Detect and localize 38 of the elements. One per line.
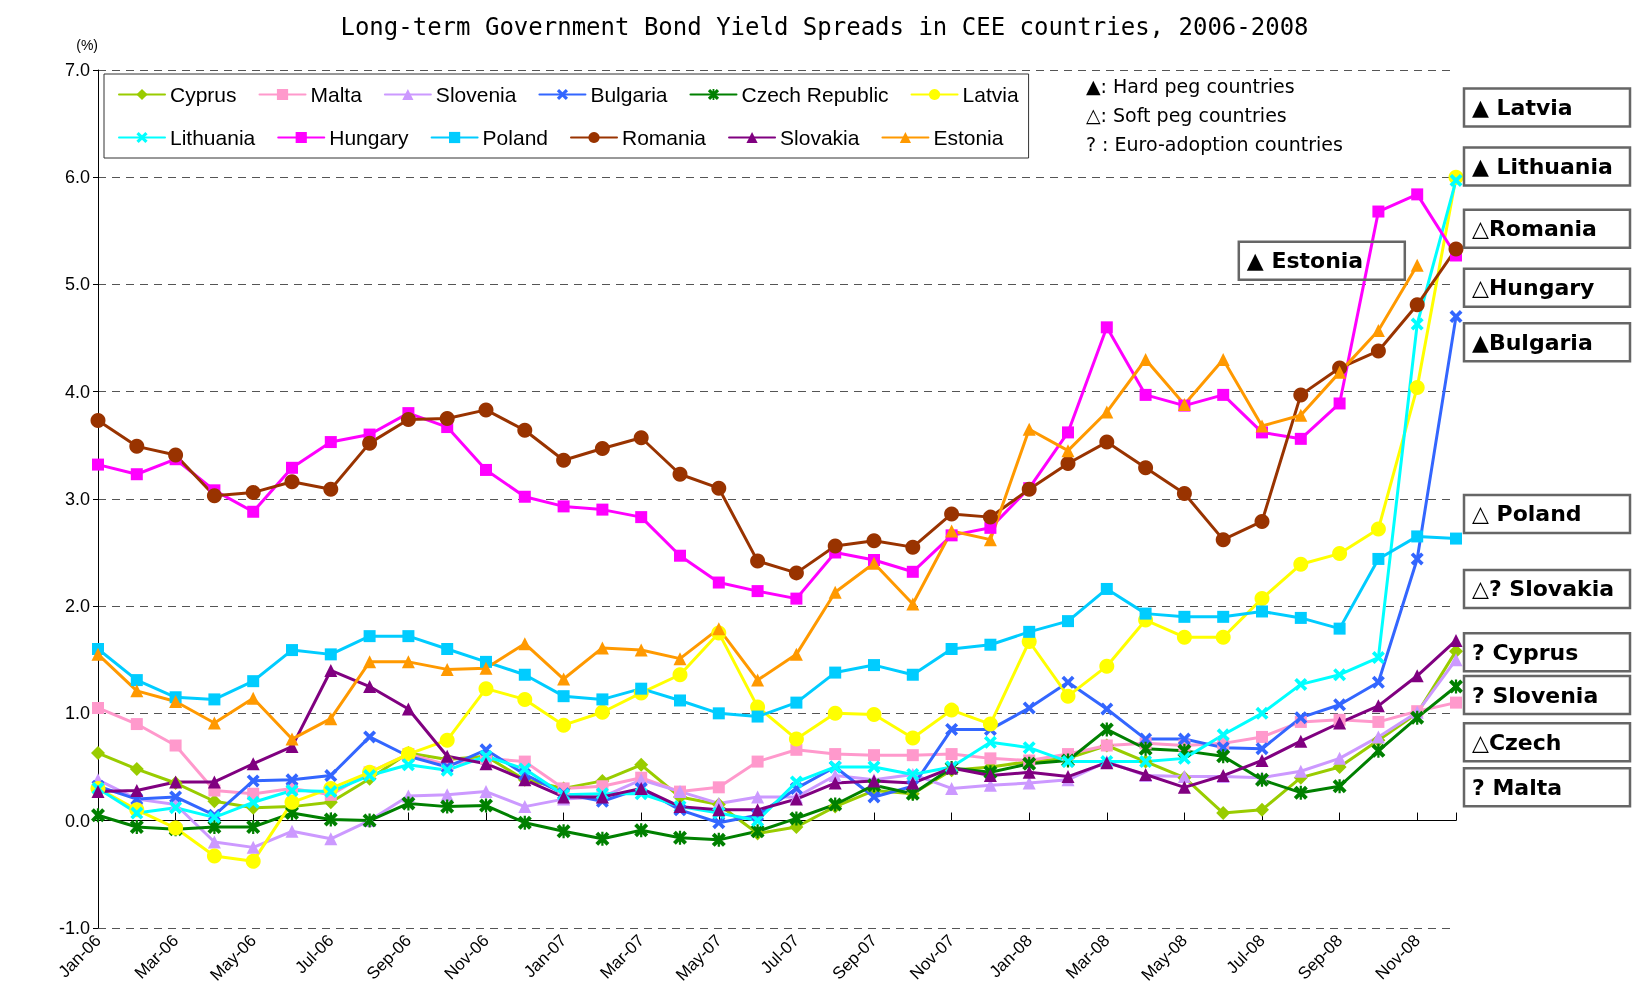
annotation: ▲ Estonia [1246, 248, 1364, 274]
text: ? Slovenia [1472, 682, 1599, 708]
annotation: ? : Euro-adoption countries [1086, 132, 1343, 155]
y-tick-label: 3.0 [64, 488, 90, 509]
legend-label: Hungary [329, 126, 410, 149]
y-tick-label: 2.0 [64, 596, 90, 617]
text: △Hungary [1472, 275, 1595, 301]
text: ▲Bulgaria [1472, 329, 1593, 355]
text: ? Cyprus [1472, 639, 1579, 665]
legend-label: Slovenia [435, 83, 517, 106]
legend-label: Lithuania [170, 126, 256, 149]
legend-label: Bulgaria [590, 83, 668, 106]
text: △ Poland [1472, 501, 1582, 527]
chart-title: Long-term Government Bond Yield Spreads in CEE countries, 2006-2008 [340, 13, 1309, 41]
text: △? Slovakia [1472, 576, 1615, 602]
legend-label: Czech Republic [741, 83, 889, 106]
text: △Czech [1472, 729, 1562, 755]
annotation: ▲: Hard peg countries [1086, 74, 1295, 97]
y-tick-label: 0.0 [64, 810, 90, 831]
y-tick-label: 6.0 [64, 167, 90, 188]
text: ▲ Latvia [1472, 95, 1573, 121]
text: △Romania [1472, 216, 1597, 242]
legend-label: Cyprus [170, 83, 237, 106]
y-tick-label: 5.0 [64, 274, 90, 295]
text: ? Malta [1472, 774, 1563, 800]
legend-label: Slovakia [780, 126, 860, 149]
y-tick-label: 7.0 [64, 60, 90, 80]
annotation: △: Soft peg countries [1086, 103, 1287, 126]
legend-label: Poland [482, 126, 549, 149]
y-tick-label: 1.0 [64, 703, 90, 724]
legend-label: Romania [622, 126, 707, 149]
y-axis-title: (%) [76, 37, 98, 53]
text: ▲ Lithuania [1472, 154, 1613, 179]
y-tick-label: -1.0 [58, 917, 90, 938]
legend-label: Latvia [962, 83, 1019, 106]
legend-label: Malta [310, 83, 363, 106]
y-tick-label: 4.0 [64, 381, 90, 402]
legend-label: Estonia [933, 126, 1004, 149]
